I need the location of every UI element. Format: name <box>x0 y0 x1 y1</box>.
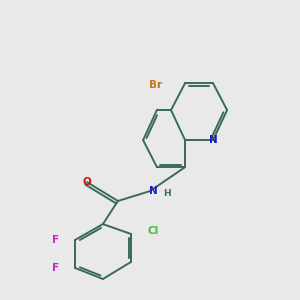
Text: H: H <box>163 189 171 198</box>
Text: F: F <box>52 263 59 273</box>
Text: Br: Br <box>149 80 162 90</box>
Text: N: N <box>148 186 158 196</box>
Text: F: F <box>52 235 59 245</box>
Text: N: N <box>208 135 217 145</box>
Text: O: O <box>82 177 91 187</box>
Text: Cl: Cl <box>148 226 159 236</box>
